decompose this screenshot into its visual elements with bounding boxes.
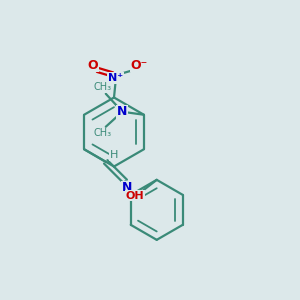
Text: O: O	[88, 58, 98, 72]
Text: O⁻: O⁻	[131, 58, 148, 72]
Text: N: N	[122, 182, 132, 194]
Text: CH₃: CH₃	[94, 128, 112, 138]
Text: CH₃: CH₃	[94, 82, 112, 92]
Text: H: H	[110, 150, 118, 160]
Text: N: N	[117, 105, 128, 118]
Text: OH: OH	[125, 191, 144, 201]
Text: N⁺: N⁺	[108, 73, 123, 83]
